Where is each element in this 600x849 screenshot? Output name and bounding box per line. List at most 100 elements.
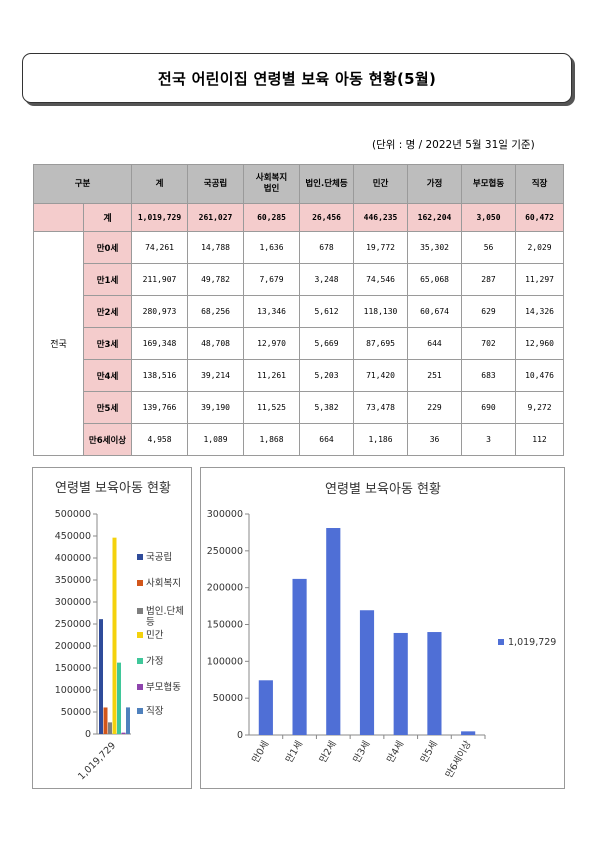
value-cell: 683: [461, 359, 517, 392]
total-value-cell: 446,235: [353, 203, 409, 232]
y-tick-label: 150000: [207, 620, 243, 631]
x-tick-label: 1,019,729: [76, 740, 118, 782]
value-cell: 12,970: [243, 327, 301, 360]
region-cell: 전국: [33, 231, 84, 456]
header-category: 구분: [32, 164, 133, 204]
value-cell: 39,190: [187, 391, 245, 424]
header-cell: 계: [131, 164, 189, 204]
legend-swatch: [137, 632, 143, 638]
unit-note: (단위 : 명 / 2022년 5월 31일 기준): [372, 139, 535, 151]
value-cell: 14,788: [187, 231, 245, 264]
value-cell: 5,203: [299, 359, 355, 392]
header-cell: 법인.단체등: [299, 164, 355, 204]
y-tick-label: 0: [237, 730, 243, 741]
value-cell: 1,868: [243, 423, 301, 456]
value-cell: 2,029: [515, 231, 565, 264]
value-cell: 690: [461, 391, 517, 424]
table-row: 만1세 211,907 49,782 7,679 3,248 74,546 65,068 28…: [34, 263, 565, 296]
value-cell: 48,708: [187, 327, 245, 360]
y-tick-label: 250000: [207, 546, 243, 557]
value-cell: 211,907: [131, 263, 189, 296]
bar-6: [461, 731, 476, 735]
value-cell: 36: [407, 423, 463, 456]
value-cell: 49,782: [187, 263, 245, 296]
age-label-cell: 만2세: [82, 295, 133, 328]
header-cell: 사회복지 법인: [243, 164, 301, 204]
value-cell: 112: [515, 423, 565, 456]
x-tick-label: 만5세: [419, 739, 440, 765]
bar-0: [99, 619, 103, 734]
table-header-row: 구분 계 국공립 사회복지 법인 법인.단체등 민간 가정 부모협동 직장: [32, 164, 565, 204]
y-tick-label: 300000: [207, 509, 243, 520]
legend-label: 직장: [146, 706, 164, 717]
header-cell: 가정: [407, 164, 463, 204]
chart-right: 연령별 보육아동 현황 0 50000 100000 150000 200000 25000…: [207, 482, 557, 780]
table-row: 만4세 138,516 39,214 11,261 5,203 71,420 251 683 1…: [34, 359, 565, 392]
value-cell: 139,766: [131, 391, 189, 424]
total-label: 계: [82, 203, 133, 232]
value-cell: 664: [299, 423, 355, 456]
value-cell: 629: [461, 295, 517, 328]
bar-0: [258, 680, 273, 735]
value-cell: 5,669: [299, 327, 355, 360]
total-blank-cell: [33, 203, 84, 232]
legend-label: 법인.단체 등: [146, 606, 184, 628]
value-cell: 73,478: [353, 391, 409, 424]
y-tick-label: 200000: [55, 641, 91, 652]
total-row: 계 1,019,729 261,027 60,285 26,456 446,235 162,…: [33, 203, 565, 232]
age-label-cell: 만6세이상: [82, 423, 133, 456]
value-cell: 65,068: [407, 263, 463, 296]
value-cell: 11,261: [243, 359, 301, 392]
value-cell: 138,516: [131, 359, 189, 392]
bar-3: [359, 610, 375, 735]
y-tick-label: 150000: [55, 663, 91, 674]
value-cell: 87,695: [353, 327, 409, 360]
value-cell: 644: [407, 327, 463, 360]
value-cell: 56: [461, 231, 517, 264]
total-value-cell: 1,019,729: [131, 203, 189, 232]
total-value-cell: 26,456: [299, 203, 355, 232]
table-row: 만3세 169,348 48,708 12,970 5,669 87,695 644 702 1…: [34, 327, 565, 360]
legend-label: 사회복지: [146, 578, 181, 589]
value-cell: 71,420: [353, 359, 409, 392]
age-label-cell: 만1세: [82, 263, 133, 296]
legend-label: 1,019,729: [508, 637, 556, 648]
x-tick-label: 만2세: [318, 739, 339, 765]
total-value-cell: 60,285: [243, 203, 301, 232]
chart-left: 연령별 보육아동 현황 0 50000 100000 150000 200000 25000…: [55, 481, 184, 782]
y-tick-label: 100000: [55, 685, 91, 696]
age-label-cell: 만3세: [82, 327, 133, 360]
value-cell: 169,348: [131, 327, 189, 360]
bar-2: [326, 528, 341, 735]
page-title-box: 전국 어린이집 연령별 보육 아동 현황(5월): [22, 53, 572, 103]
bar-5: [121, 732, 126, 734]
chart-left-container: 연령별 보육아동 현황 0 50000 100000 150000 200000 25000…: [32, 467, 192, 789]
bar-4: [393, 632, 408, 735]
header-cell: 국공립: [187, 164, 245, 204]
x-tick-label: 만6세이상: [444, 739, 474, 780]
y-tick-label: 400000: [55, 553, 91, 564]
x-tick-label: 만1세: [284, 739, 305, 765]
x-tick-label: 만0세: [250, 739, 271, 765]
value-cell: 280,973: [131, 295, 189, 328]
value-cell: 229: [407, 391, 463, 424]
value-cell: 5,612: [299, 295, 355, 328]
legend-swatch: [137, 580, 143, 586]
bar-3: [112, 537, 117, 734]
value-cell: 11,297: [515, 263, 565, 296]
page-title: 전국 어린이집 연령별 보육 아동 현황(5월): [157, 69, 437, 88]
value-cell: 678: [299, 231, 355, 264]
age-label-cell: 만4세: [82, 359, 133, 392]
bar-4: [117, 662, 121, 734]
value-cell: 4,958: [131, 423, 189, 456]
value-cell: 74,261: [131, 231, 189, 264]
value-cell: 1,089: [187, 423, 245, 456]
bar-1: [292, 578, 307, 735]
total-value-cell: 60,472: [515, 203, 565, 232]
value-cell: 35,302: [407, 231, 463, 264]
table-row: 만5세 139,766 39,190 11,525 5,382 73,478 229 690 9…: [34, 391, 565, 424]
legend-swatch: [137, 684, 143, 690]
y-tick-label: 100000: [207, 656, 243, 667]
value-cell: 10,476: [515, 359, 565, 392]
y-tick-label: 450000: [55, 531, 91, 542]
